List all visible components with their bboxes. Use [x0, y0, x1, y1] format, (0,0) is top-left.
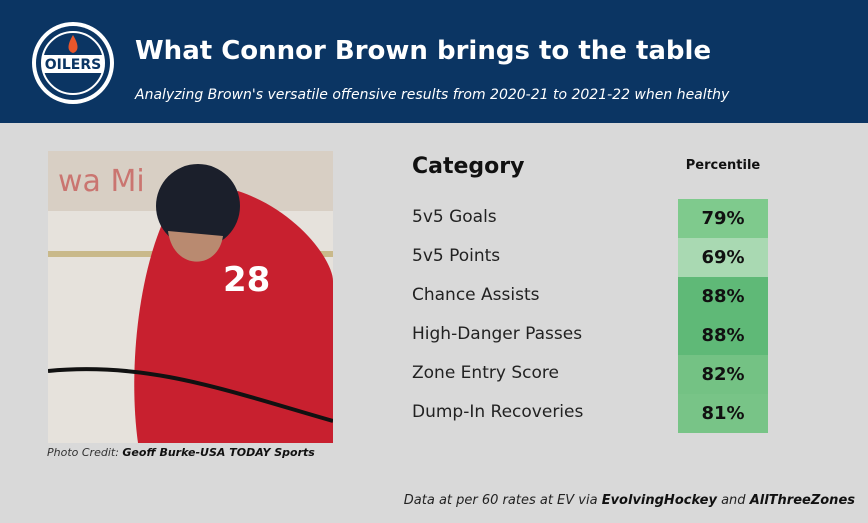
header: OILERS What Connor Brown brings to the t… [0, 0, 868, 123]
category: High-Danger Passes [412, 324, 583, 344]
logo-text: OILERS [45, 57, 101, 73]
photo-credit: Photo Credit: Geoff Burke-USA TODAY Spor… [47, 446, 315, 459]
percentile-cell: 88% [678, 316, 768, 355]
percentile-cell: 81% [678, 394, 768, 433]
category: 5v5 Goals [412, 207, 497, 227]
source: EvolvingHockey [601, 493, 717, 508]
percentile-cell: 88% [678, 277, 768, 316]
credit-source: Geoff Burke-USA TODAY Sports [122, 446, 315, 459]
svg-text:wa Mi: wa Mi [58, 164, 145, 199]
column-header: Percentile [685, 158, 761, 173]
source: AllThreeZones [749, 493, 855, 508]
category: 5v5 Points [412, 246, 501, 266]
category: Chance Assists [412, 285, 540, 305]
percentile-cell: 69% [678, 238, 768, 277]
footer-text: Data at per 60 rates at EV via [403, 493, 598, 508]
category: Zone Entry Score [412, 363, 559, 383]
logo: OILERS [32, 22, 114, 104]
category: Dump-In Recoveries [412, 402, 584, 422]
percentile-cell: 82% [678, 355, 768, 394]
footer-text: and [721, 493, 746, 508]
column-header: Category [412, 154, 525, 179]
svg-text:28: 28 [223, 260, 270, 300]
subtitle: Analyzing Brown's versatile offensive re… [135, 87, 730, 103]
photo: wa Mi 28 [48, 151, 333, 443]
credit-label: Photo Credit: [47, 446, 119, 459]
footer: Data at per 60 rates at EV via EvolvingH… [404, 493, 855, 508]
title: What Connor Brown brings to the table [135, 36, 712, 66]
percentile-cell: 79% [678, 199, 768, 238]
